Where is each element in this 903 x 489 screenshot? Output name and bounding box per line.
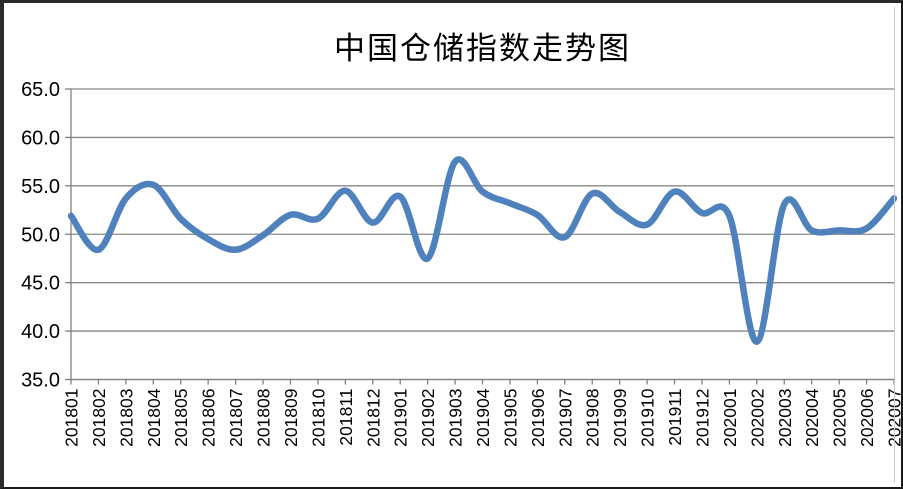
x-axis-tick-label: 201809 <box>281 389 301 447</box>
x-axis-tick-label: 201903 <box>446 388 466 446</box>
x-axis-tick-label: 202003 <box>775 389 795 447</box>
x-axis-tick-label: 201802 <box>89 389 109 447</box>
x-axis-tick-label: 201907 <box>555 389 575 447</box>
x-axis-tick-label: 201912 <box>692 389 712 447</box>
chart-inner-border <box>894 7 895 483</box>
x-axis-tick-label: 201807 <box>226 389 246 447</box>
y-axis-tick-label: 60.0 <box>21 127 60 149</box>
x-axis-tick-label: 202006 <box>857 389 877 447</box>
x-axis-tick-label: 201902 <box>418 389 438 447</box>
x-axis-tick-label: 201909 <box>610 389 630 447</box>
index-series-line <box>67 156 898 345</box>
y-axis-tick-label: 55.0 <box>21 176 60 198</box>
x-axis-tick-label: 201910 <box>638 388 658 447</box>
x-axis-tick-label: 202001 <box>720 389 740 447</box>
chart-title: 中国仓储指数走势图 <box>334 31 631 66</box>
x-axis-tick-label: 201905 <box>500 389 520 447</box>
x-axis-tick-label: 201810 <box>308 388 328 447</box>
x-axis-tick-label: 202005 <box>830 389 850 447</box>
x-axis-tick-label: 201804 <box>144 388 164 447</box>
x-axis-tick-label: 201901 <box>391 389 411 447</box>
x-axis-tick-label: 201811 <box>336 389 356 446</box>
x-axis-tick-label: 201805 <box>171 389 191 447</box>
x-axis-tick-label: 202007 <box>885 389 903 447</box>
x-axis-tick-label: 202002 <box>747 389 767 447</box>
y-axis-tick-label: 50.0 <box>21 224 60 246</box>
x-axis-tick-label: 202004 <box>802 388 822 447</box>
x-axis-tick-label: 201803 <box>116 389 136 447</box>
x-axis-tick-label: 201904 <box>473 388 493 447</box>
y-axis-tick-label: 65.0 <box>21 79 60 101</box>
x-axis-tick-label: 201812 <box>363 389 383 447</box>
x-axis-tick-label: 201908 <box>583 389 603 447</box>
y-axis-tick-label: 35.0 <box>21 370 60 392</box>
y-axis-tick-label: 40.0 <box>21 321 60 343</box>
x-axis-tick-label: 201801 <box>62 389 82 447</box>
y-axis-tick-label: 45.0 <box>21 273 60 295</box>
x-axis-tick-label: 201808 <box>254 389 274 447</box>
x-axis-tick-label: 201806 <box>199 389 219 447</box>
x-axis-tick-label: 201911 <box>665 389 685 446</box>
x-axis-tick-label: 201906 <box>528 389 548 447</box>
